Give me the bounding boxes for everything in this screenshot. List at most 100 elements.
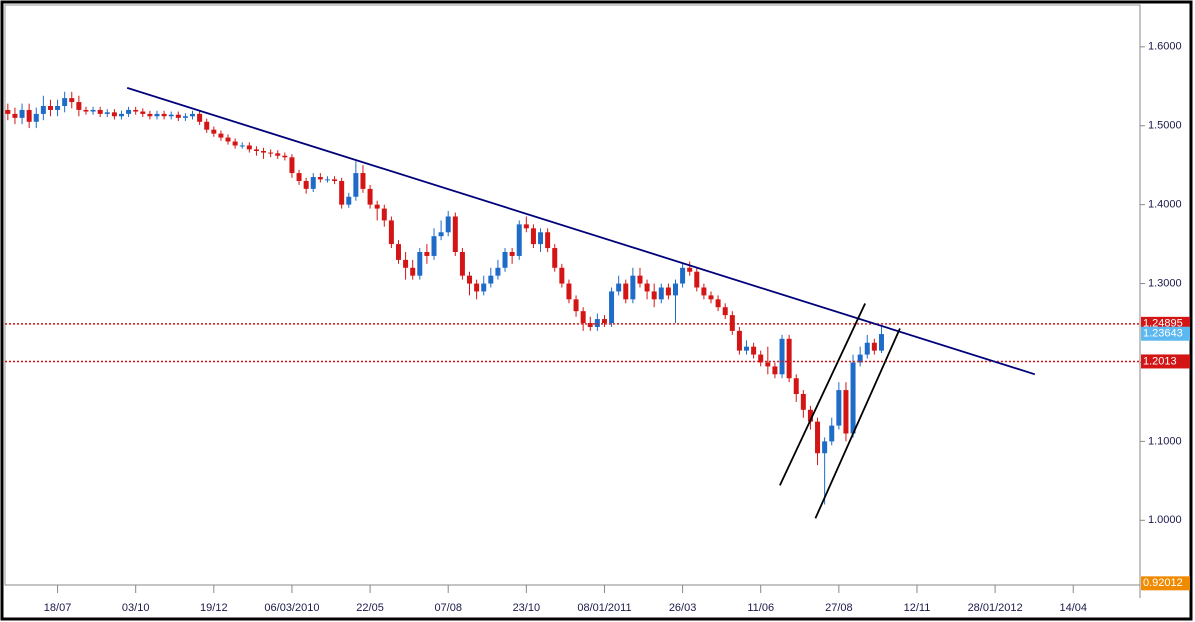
candle-body — [452, 216, 458, 252]
x-tick-label: 07/08 — [434, 602, 462, 614]
x-tick-label: 19/12 — [200, 602, 228, 614]
y-tick-label: 1.6000 — [1148, 41, 1182, 53]
candle-body — [566, 283, 572, 300]
price-marker-label: 0.92012 — [1143, 577, 1183, 589]
candle-body — [182, 116, 188, 118]
x-tick-label: 23/10 — [513, 602, 541, 614]
x-tick-label: 14/04 — [1059, 602, 1087, 614]
candle-body — [232, 141, 238, 146]
candle-body — [502, 251, 508, 268]
candle-body — [190, 113, 196, 117]
candle-body — [90, 109, 96, 112]
candle-body — [467, 275, 473, 284]
candle-body — [147, 113, 153, 117]
candle-body — [687, 267, 693, 272]
candle-body — [751, 346, 757, 355]
candle-body — [495, 267, 501, 276]
trend-line — [126, 86, 1036, 376]
candle-body — [871, 342, 877, 351]
y-tick-label: 1.4000 — [1148, 199, 1182, 211]
candle-body — [360, 173, 366, 189]
candle-body — [12, 113, 18, 118]
candle-body — [438, 232, 444, 237]
x-tick-label: 06/03/2010 — [264, 602, 319, 614]
candle-body — [62, 98, 68, 107]
candle-body — [431, 236, 437, 256]
candle-body — [289, 157, 295, 174]
candle-body — [275, 153, 281, 156]
y-tick-label: 1.0000 — [1148, 514, 1182, 526]
candle-body — [836, 390, 842, 426]
candle-body — [559, 267, 565, 284]
candle-body — [282, 155, 288, 158]
candle-body — [317, 177, 323, 180]
candle-body — [616, 283, 622, 292]
candle-body — [552, 248, 558, 268]
candle-body — [353, 173, 359, 197]
candle-body — [665, 287, 671, 296]
candle-body — [324, 179, 330, 181]
candle-body — [850, 362, 856, 434]
candle-body — [346, 196, 352, 205]
candle-body — [268, 152, 274, 154]
candle-body — [296, 173, 302, 181]
candle-body — [246, 145, 252, 150]
x-tick-label: 28/01/2012 — [968, 602, 1023, 614]
candle-body — [40, 106, 46, 114]
candle-body — [530, 228, 536, 245]
candle-body — [481, 283, 487, 292]
candle-body — [26, 109, 32, 122]
candle-body — [516, 224, 522, 256]
candle-body — [772, 366, 778, 375]
x-tick-label: 18/07 — [44, 602, 72, 614]
candle-body — [864, 342, 870, 355]
x-tick-label: 27/08 — [825, 602, 853, 614]
candle-body — [374, 204, 380, 209]
candle-body — [815, 421, 821, 454]
candle-body — [722, 307, 728, 316]
candle-body — [303, 180, 309, 189]
candle-body — [587, 323, 593, 327]
x-tick-label: 03/10 — [122, 602, 150, 614]
candle-body — [672, 283, 678, 296]
candle-body — [857, 354, 863, 363]
trend-line — [779, 303, 866, 486]
candle-body — [609, 291, 615, 324]
candle-body — [211, 129, 217, 134]
candle-body — [744, 346, 750, 351]
candle-body — [509, 251, 515, 256]
x-tick-label: 26/03 — [669, 602, 697, 614]
plot-area — [4, 4, 1141, 586]
candle-body — [523, 224, 529, 229]
candle-body — [310, 177, 316, 189]
candle-body — [807, 409, 813, 422]
candle-body — [538, 232, 544, 245]
trend-line — [814, 328, 901, 519]
candle-body — [410, 267, 416, 276]
x-tick-label: 11/06 — [747, 602, 774, 614]
candle-body — [239, 145, 245, 147]
candle-body — [758, 354, 764, 363]
candle-body — [658, 287, 664, 300]
candle-body — [261, 150, 267, 153]
candle-body — [161, 113, 167, 117]
x-tick-label: 22/05 — [356, 602, 384, 614]
x-tick-label: 08/01/2011 — [577, 602, 631, 614]
candle-body — [474, 283, 480, 292]
y-tick-label: 1.5000 — [1148, 120, 1182, 132]
candle-body — [445, 216, 451, 233]
price-marker — [1141, 354, 1190, 369]
candle-body — [601, 319, 607, 324]
candle-body — [197, 113, 203, 122]
candle-body — [395, 244, 401, 260]
candle-body — [694, 271, 700, 288]
candle-body — [793, 378, 799, 395]
candle-body — [69, 98, 75, 103]
price-marker-label: 1.2013 — [1143, 355, 1177, 367]
candle-body — [779, 338, 785, 375]
candle-body — [800, 394, 806, 410]
candle-body — [680, 267, 686, 284]
candle-body — [488, 275, 494, 284]
candle-body — [47, 106, 53, 110]
y-tick-label: 1.1000 — [1148, 435, 1182, 447]
